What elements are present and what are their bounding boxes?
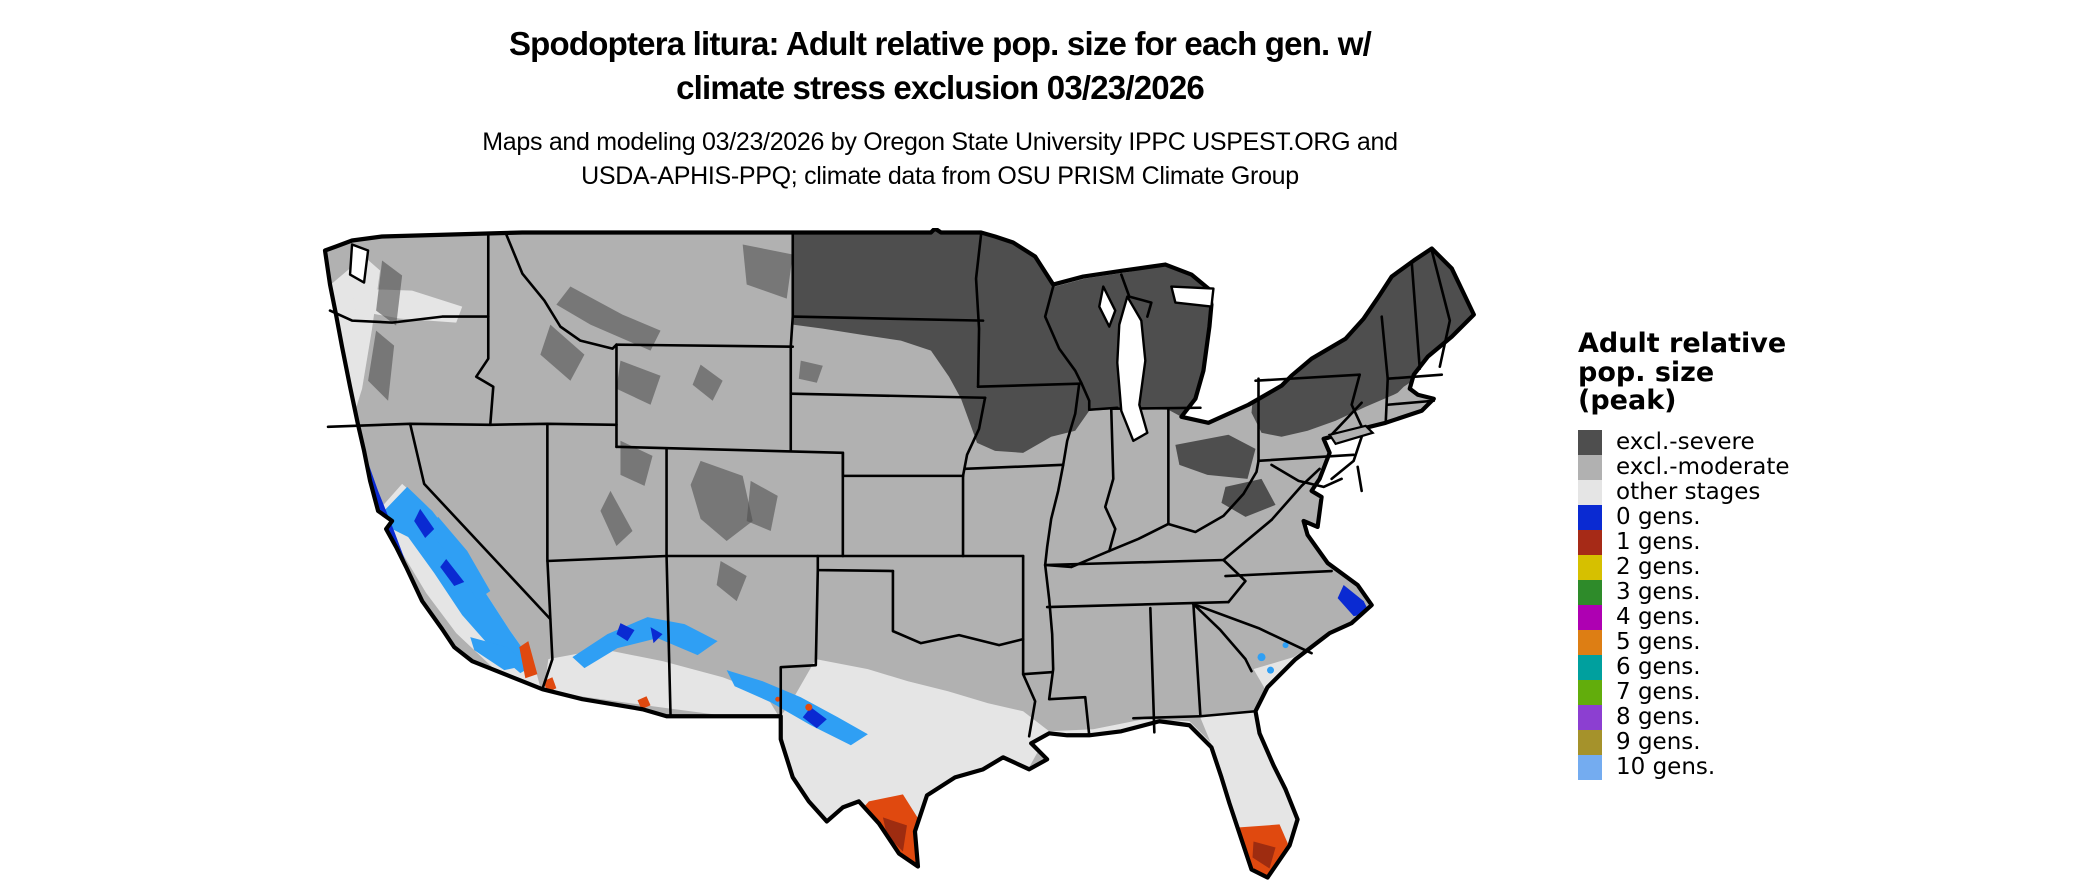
legend-swatch-other [1578,479,1602,505]
legend-swatch-g2 [1578,554,1602,580]
map-title: Spodoptera litura: Adult relative pop. s… [290,22,1590,109]
legend-row-g8: 8 gens. [1578,704,1888,731]
legend-title-line1: Adult relative [1578,328,1787,359]
legend-row-g4: 4 gens. [1578,604,1888,631]
legend-swatch-moderate [1578,454,1602,480]
legend-swatch-g9 [1578,729,1602,755]
legend-label-g4: 4 gens. [1616,604,1701,631]
legend-label-g7: 7 gens. [1616,679,1701,706]
map-title-line2: climate stress exclusion 03/23/2026 [676,68,1205,106]
legend-title-line2: pop. size [1578,356,1715,388]
map-fill-layers [325,228,1474,878]
legend-label-g8: 8 gens. [1616,704,1701,731]
mackinac-strait [1170,285,1215,308]
legend-row-severe: excl.-severe [1578,429,1888,456]
legend-label-g2: 2 gens. [1616,554,1701,581]
map-title-line1: Spodoptera litura: Adult relative pop. s… [508,25,1372,62]
legend-swatch-g5 [1578,629,1602,655]
legend-row-g9: 9 gens. [1578,729,1888,756]
map-subtitle-line1: Maps and modeling 03/23/2026 by Oregon S… [482,128,1398,156]
legend-swatch-g7 [1578,679,1602,705]
legend-label-g1: 1 gens. [1616,529,1701,556]
legend-swatch-g4 [1578,604,1602,630]
legend-row-g3: 3 gens. [1578,579,1888,606]
legend-title: Adult relative pop. size (peak) [1578,328,1888,417]
legend-row-moderate: excl.-moderate [1578,454,1888,481]
great-lakes [348,243,1375,446]
legend-row-g6: 6 gens. [1578,654,1888,681]
long-island [1327,424,1375,446]
legend-row-g0: 0 gens. [1578,504,1888,531]
map-subtitle-line2: USDA-APHIS-PPQ; climate data from OSU PR… [581,161,1299,190]
us-choropleth-map [322,228,1476,880]
legend: Adult relative pop. size (peak) excl.-se… [1578,328,1888,781]
legend-label-other: other stages [1616,479,1761,506]
legend-swatch-g0 [1578,504,1602,530]
map-regions-excl-severe [792,230,1472,517]
legend-label-g0: 0 gens. [1616,504,1701,531]
legend-label-g10: 10 gens. [1616,754,1716,781]
state-borders [326,233,1452,738]
legend-label-g6: 6 gens. [1616,654,1701,681]
legend-row-g1: 1 gens. [1578,529,1888,556]
legend-row-g10: 10 gens. [1578,754,1888,781]
legend-row-other: other stages [1578,479,1888,506]
legend-swatch-severe [1578,429,1602,455]
green-bay [1098,285,1117,328]
lake-michigan [1116,295,1149,443]
legend-swatch-g1 [1578,529,1602,555]
map-regions-mountain-severe [368,244,823,602]
legend-row-g5: 5 gens. [1578,629,1888,656]
legend-swatch-g6 [1578,654,1602,680]
legend-title-line3: (peak) [1578,385,1677,417]
legend-swatch-g10 [1578,754,1602,780]
legend-row-g7: 7 gens. [1578,679,1888,706]
legend-label-g9: 9 gens. [1616,729,1701,756]
legend-row-g2: 2 gens. [1578,554,1888,581]
map-subtitle: Maps and modeling 03/23/2026 by Oregon S… [290,126,1590,193]
legend-label-severe: excl.-severe [1616,429,1755,456]
legend-label-g5: 5 gens. [1616,629,1701,656]
legend-label-moderate: excl.-moderate [1616,454,1790,481]
puget-sound [348,243,370,284]
legend-label-g3: 3 gens. [1616,579,1701,606]
legend-swatch-g3 [1578,579,1602,605]
legend-rows: excl.-severe excl.-moderate other stages 0 … [1578,429,1888,781]
legend-swatch-g8 [1578,704,1602,730]
